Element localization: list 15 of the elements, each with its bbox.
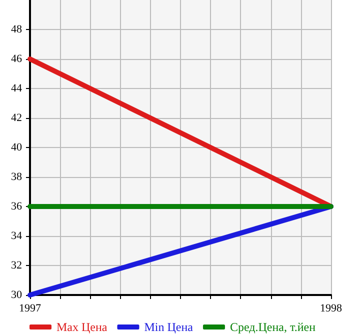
y-tick-label: 32 xyxy=(11,260,22,272)
y-tick-label: 46 xyxy=(11,53,22,65)
x-tick-label: 1998 xyxy=(320,302,342,314)
y-tick-label: 40 xyxy=(11,142,22,154)
y-tick-label: 34 xyxy=(11,230,22,242)
y-tick-label: 48 xyxy=(11,24,22,36)
y-tick-label: 44 xyxy=(11,82,22,94)
y-tick-label: 42 xyxy=(11,112,22,124)
y-tick-label: 30 xyxy=(11,289,22,301)
y-tick-label: 36 xyxy=(11,200,22,212)
x-tick-label: 1997 xyxy=(19,302,42,314)
legend-label: Сред.Цена, т.йен xyxy=(230,320,316,334)
legend-label: Min Цена xyxy=(144,320,194,334)
legend-label: Max Цена xyxy=(56,320,108,334)
y-tick-label: 38 xyxy=(11,171,22,183)
